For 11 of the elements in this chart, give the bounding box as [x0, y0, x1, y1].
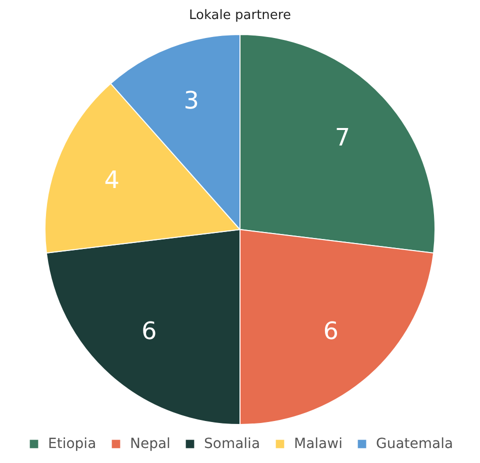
legend-label: Malawi: [294, 436, 342, 452]
data-label: 6: [323, 317, 338, 346]
data-label: 4: [104, 166, 120, 194]
legend-label: Somalia: [204, 436, 260, 452]
data-label: 6: [142, 317, 157, 346]
data-label: 7: [334, 124, 350, 152]
chart-title: Lokale partnere: [189, 8, 291, 23]
legend-label: Guatemala: [376, 436, 454, 452]
legend-label: Nepal: [130, 436, 170, 452]
legend-label: Etiopia: [48, 436, 96, 452]
data-label: 3: [184, 86, 200, 114]
